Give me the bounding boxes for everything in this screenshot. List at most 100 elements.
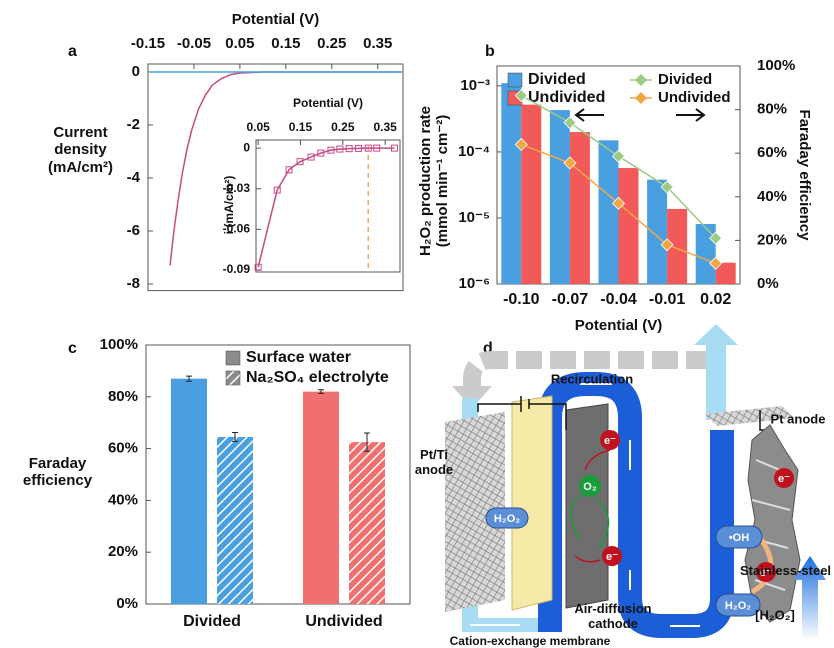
y-tick-label: -0.06 (223, 222, 251, 236)
y-tick-label: 80% (108, 388, 138, 405)
bar (171, 379, 207, 604)
bar (696, 224, 716, 284)
y-tick-label: 40% (757, 188, 787, 205)
h2o2-label: H₂O₂ (725, 600, 751, 612)
plot-frame (256, 140, 400, 272)
y-tick-label: 20% (757, 231, 787, 248)
x-tick-label: -0.05 (177, 35, 211, 52)
figure: d H₂O₂ O₂ e⁻ e⁻ e⁻ e⁻ •OH H₂O₂ Recircula… (0, 0, 834, 648)
y-axis-label: H₂O₂ production rate (mmol min⁻¹ cm⁻²) (417, 86, 452, 276)
y-axis-label: i (mA/cm²) (223, 145, 237, 265)
panel-label: c (68, 340, 77, 357)
x-tick-label: 0.35 (363, 35, 392, 52)
x-tick-label: Divided (183, 613, 241, 630)
legend-label: Divided (528, 71, 586, 88)
x-tick-label: 0.15 (271, 35, 300, 52)
oh-label: •OH (729, 532, 749, 544)
legend-swatch (226, 351, 240, 365)
label-box: Pt/Ti anode (410, 448, 458, 484)
label-box: Stainless-steel cathode (740, 564, 834, 598)
membrane (512, 396, 552, 610)
legend-swatch (226, 371, 240, 385)
legend-label: Divided (658, 71, 712, 88)
bar (501, 83, 521, 284)
bar (521, 105, 541, 284)
y-axis-label: Faraday efficiency (10, 455, 105, 490)
diagram: d H₂O₂ O₂ e⁻ e⁻ e⁻ e⁻ •OH H₂O₂ Recircula… (410, 324, 834, 648)
x-tick-label: -0.07 (552, 291, 589, 308)
x-tick-label: 0.25 (317, 35, 346, 52)
bar (599, 140, 619, 284)
x-tick-label: 0.15 (289, 120, 313, 134)
x-tick-label: 0.25 (331, 120, 355, 134)
y-tick-label: 0% (116, 595, 138, 612)
bar (570, 132, 590, 284)
x-tick-label: -0.15 (131, 35, 165, 52)
y-tick-label: 100% (757, 57, 795, 74)
bar (217, 437, 253, 604)
electron-label: e⁻ (604, 435, 616, 447)
y-tick-label: -4 (127, 169, 141, 186)
steel-cathode-label: Stainless-steel cathode (740, 564, 834, 579)
page: {"chart_data": [ {"type": "line", "panel… (0, 0, 834, 648)
y-tick-label: 60% (108, 440, 138, 457)
y-tick-label: 10⁻⁴ (458, 143, 490, 160)
y-axis-label: Current density (mA/cm²) (38, 124, 123, 176)
x-tick-label: 0.05 (225, 35, 254, 52)
x-axis-label: Potential (V) (293, 96, 363, 110)
bar (550, 110, 570, 284)
x-tick-label: Undivided (305, 613, 382, 630)
y-tick-label: 0% (757, 275, 779, 292)
panel-label: b (485, 43, 495, 60)
y-tick-label: -8 (127, 275, 140, 292)
h2o2-label: H₂O₂ (494, 513, 520, 525)
pt-anode-label: Pt anode (771, 411, 826, 426)
x-tick-label: -0.04 (600, 291, 637, 308)
bar (303, 392, 339, 604)
electron-label: e⁻ (606, 551, 618, 563)
legend-swatch (508, 73, 522, 87)
x-tick-label: 0.02 (700, 291, 731, 308)
y2-axis-label: Faraday efficiency (796, 95, 813, 255)
bar (619, 168, 639, 284)
legend-label: Na₂SO₄ electrolyte (246, 369, 389, 386)
y2-axis-label-box: Faraday efficiency (793, 95, 813, 255)
panel-label: a (68, 43, 77, 60)
y-tick-label: 100% (100, 336, 138, 353)
concentration-label: [H₂O₂] (755, 607, 795, 622)
y-tick-label: 0 (132, 63, 140, 80)
y-tick-label: 10⁻⁶ (458, 275, 490, 292)
x-tick-label: 0.05 (246, 120, 270, 134)
y-tick-label: -2 (127, 116, 140, 133)
bar (349, 442, 385, 604)
y-tick-label: 40% (108, 491, 138, 508)
y-axis-label-box: Faraday efficiency (10, 455, 105, 499)
legend-label: Undivided (528, 89, 605, 106)
x-axis-label: Potential (V) (575, 317, 663, 334)
y-tick-label: 10⁻³ (460, 77, 490, 94)
y-tick-label: -0.09 (223, 262, 251, 276)
y-tick-label: 10⁻⁵ (458, 209, 490, 226)
electron-label: e⁻ (778, 473, 790, 485)
y-tick-label: 80% (757, 101, 787, 118)
legend-label: Surface water (246, 349, 351, 366)
label-box: Air-diffusion cathode (570, 602, 656, 636)
y-tick-label: 20% (108, 543, 138, 560)
o2-label: O₂ (583, 481, 597, 493)
x-tick-label: -0.10 (503, 291, 540, 308)
legend-label: Undivided (658, 89, 731, 106)
y-tick-label: -6 (127, 222, 140, 239)
pt-ti-anode-label: Pt/Ti anode (410, 448, 458, 478)
recirculation-label: Recirculation (551, 371, 633, 386)
y-axis-label-box: Current density (mA/cm²) (38, 124, 123, 190)
x-axis-label: Potential (V) (232, 11, 320, 28)
membrane-label: Cation-exchange membrane (450, 634, 611, 648)
y-tick-label: 0 (243, 140, 250, 154)
y-tick-label: 60% (757, 144, 787, 161)
air-cathode-label: Air-diffusion cathode (570, 602, 656, 632)
y-axis-label-box: H₂O₂ production rate (mmol min⁻¹ cm⁻²) (417, 86, 459, 276)
y-tick-label: -0.03 (223, 181, 251, 195)
x-tick-label: -0.01 (649, 291, 686, 308)
bar (647, 180, 667, 284)
y-axis-label-box: i (mA/cm²) (223, 145, 241, 265)
